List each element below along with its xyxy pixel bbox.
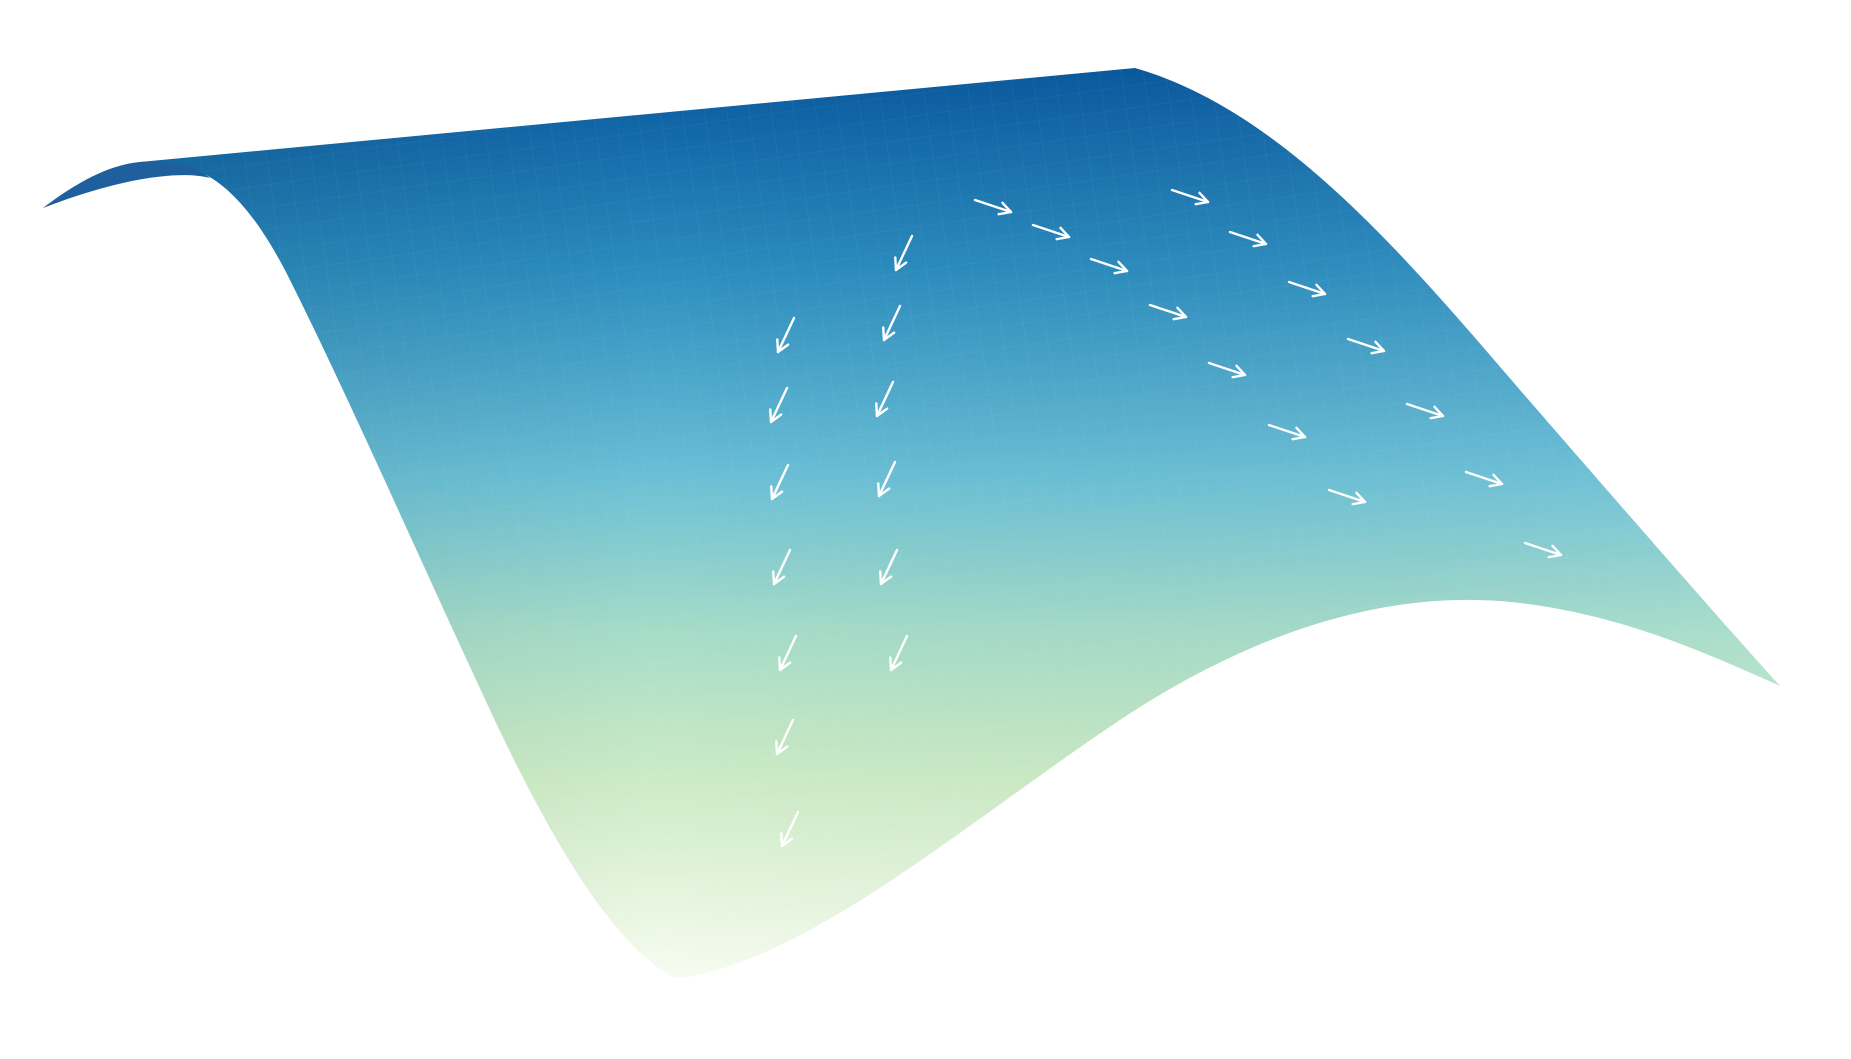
gradient-arrow [879, 548, 899, 586]
gradient-arrow [775, 718, 795, 756]
gradient-arrow [1267, 423, 1307, 441]
gradient-arrow [1089, 257, 1129, 275]
gradient-arrow [776, 316, 796, 354]
gradient-arrow [882, 304, 902, 342]
gradient-arrow [1170, 188, 1210, 206]
column-2-arrows [875, 234, 914, 672]
gradient-arrow [875, 380, 895, 418]
gradient-arrow [1207, 361, 1247, 379]
gradient-arrow [778, 634, 798, 672]
diagonal-2-arrows [1170, 188, 1563, 559]
gradient-arrow [772, 548, 792, 586]
gradient-arrow [973, 198, 1013, 216]
surface-fold [43, 161, 210, 208]
gradient-arrow [780, 810, 800, 848]
gradient-arrow [894, 234, 914, 272]
gradient-arrow [1523, 541, 1563, 559]
gradient-arrow [1327, 488, 1367, 506]
gradient-arrow [877, 460, 897, 498]
gradient-arrow [1346, 337, 1386, 355]
gradient-arrow [1148, 303, 1188, 321]
surface-grid [43, 68, 1780, 978]
gradient-arrow [1031, 223, 1071, 241]
gradient-arrow [889, 634, 909, 672]
gradient-arrow [769, 386, 789, 424]
gradient-arrow [1405, 402, 1445, 420]
column-1-arrows [769, 316, 800, 848]
gradient-arrows [769, 188, 1563, 848]
gradient-arrow [1228, 230, 1268, 248]
diagonal-1-arrows [973, 198, 1367, 506]
gradient-arrow [770, 463, 790, 501]
gradient-arrow [1287, 280, 1327, 298]
gradient-arrow [1464, 470, 1504, 488]
